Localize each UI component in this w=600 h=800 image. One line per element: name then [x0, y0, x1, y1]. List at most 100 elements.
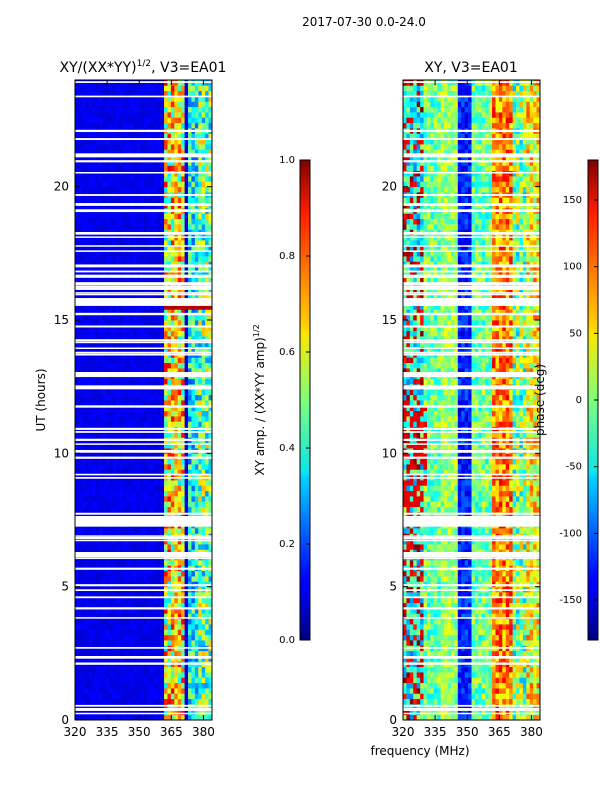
heatmap-cell: [126, 400, 131, 406]
heatmap-cell: [95, 314, 100, 321]
heatmap-cell: [170, 149, 175, 156]
heatmap-cell: [126, 490, 131, 497]
heatmap-cell: [122, 256, 127, 262]
heatmap-cell: [102, 432, 107, 438]
heatmap-cell: [95, 378, 100, 385]
heatmap-cell: [95, 224, 100, 230]
heatmap-cell: [105, 389, 110, 396]
heatmap-cell: [88, 357, 93, 364]
data-gap: [75, 443, 212, 445]
heatmap-cell: [177, 144, 182, 150]
heatmap-cell: [102, 666, 107, 673]
heatmap-cell: [92, 416, 96, 422]
heatmap-cell: [112, 442, 117, 449]
heatmap-cell: [205, 346, 209, 353]
heatmap-cell: [164, 85, 168, 92]
heatmap-cell: [105, 277, 110, 284]
heatmap-cell: [177, 501, 182, 508]
heatmap-cell: [140, 693, 144, 700]
heatmap-cell: [102, 453, 107, 460]
heatmap-cell: [146, 309, 151, 316]
heatmap-cell: [109, 480, 114, 486]
heatmap-cell: [102, 304, 107, 310]
heatmap-cell: [167, 314, 172, 321]
heatmap-cell: [133, 640, 138, 646]
heatmap-cell: [98, 325, 103, 332]
heatmap-cell: [85, 666, 90, 673]
heatmap-cell: [143, 650, 148, 657]
heatmap-cell: [112, 602, 117, 609]
heatmap-cell: [198, 325, 203, 332]
heatmap-cell: [170, 170, 175, 177]
heatmap-cell: [116, 245, 120, 252]
heatmap-cell: [164, 416, 168, 422]
heatmap-cell: [98, 688, 103, 694]
heatmap-cell: [205, 304, 209, 310]
heatmap-cell: [177, 186, 182, 193]
heatmap-cell: [201, 250, 206, 257]
heatmap-cell: [140, 325, 144, 332]
heatmap-cell: [164, 288, 168, 294]
heatmap-cell: [81, 394, 86, 401]
heatmap-cell: [105, 325, 110, 332]
heatmap-cell: [164, 602, 168, 609]
heatmap-cell: [85, 698, 90, 705]
heatmap-cell: [116, 224, 120, 230]
heatmap-cell: [133, 378, 138, 385]
heatmap-cell: [133, 512, 138, 518]
heatmap-cell: [181, 106, 185, 113]
heatmap-cell: [157, 250, 162, 257]
heatmap-cell: [153, 394, 158, 401]
heatmap-cell: [437, 709, 442, 716]
heatmap-cell: [174, 112, 179, 118]
heatmap-cell: [157, 378, 162, 385]
heatmap-cell: [150, 176, 155, 182]
heatmap-cell: [194, 400, 199, 406]
heatmap-cell: [177, 693, 182, 700]
heatmap-cell: [136, 714, 141, 720]
heatmap-cell: [177, 197, 182, 204]
heatmap-cell: [184, 400, 189, 406]
heatmap-cell: [150, 154, 155, 161]
heatmap-cell: [160, 677, 165, 684]
heatmap-cell: [181, 592, 185, 598]
heatmap-cell: [109, 442, 114, 449]
heatmap-cell: [88, 213, 93, 220]
heatmap-cell: [167, 101, 172, 108]
heatmap-cell: [88, 346, 93, 353]
data-gap: [75, 438, 212, 441]
heatmap-cell: [98, 293, 103, 300]
heatmap-cell: [75, 378, 79, 385]
heatmap-cell: [201, 608, 206, 614]
heatmap-cell: [78, 256, 83, 262]
heatmap-cell: [143, 149, 148, 156]
heatmap-cell: [75, 688, 79, 694]
heatmap-cell: [170, 266, 175, 273]
heatmap-cell: [122, 181, 127, 188]
heatmap-cell: [177, 672, 182, 678]
heatmap-cell: [98, 144, 103, 150]
heatmap-cell: [153, 634, 158, 641]
heatmap-cell: [133, 394, 138, 401]
heatmap-cell: [184, 405, 189, 412]
heatmap-cell: [208, 96, 212, 102]
heatmap-cell: [177, 106, 182, 113]
heatmap-cell: [81, 608, 86, 614]
heatmap-cell: [205, 693, 209, 700]
heatmap-cell: [78, 336, 83, 342]
heatmap-cell: [167, 405, 172, 412]
heatmap-cell: [208, 453, 212, 460]
heatmap-cell: [133, 442, 138, 449]
heatmap-cell: [157, 682, 162, 689]
heatmap-cell: [143, 85, 148, 92]
heatmap-cell: [122, 442, 127, 449]
heatmap-cell: [198, 496, 203, 502]
heatmap-cell: [92, 293, 96, 300]
heatmap-cell: [88, 96, 93, 102]
heatmap-cell: [119, 245, 124, 252]
heatmap-cell: [78, 170, 83, 177]
data-gap: [75, 203, 212, 206]
heatmap-cell: [160, 485, 165, 492]
heatmap-cell: [191, 394, 196, 401]
heatmap-cell: [136, 138, 141, 145]
